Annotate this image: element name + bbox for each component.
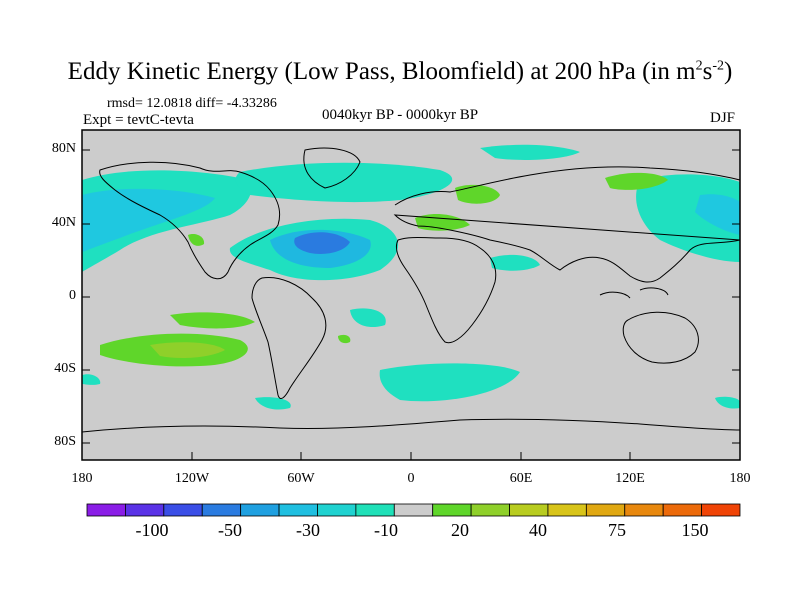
colorbar-box (125, 503, 165, 517)
field-south-atlantic-neg (350, 308, 386, 328)
colorbar-box (701, 503, 741, 517)
colorbar-box (163, 503, 203, 517)
colorbar-label-neg30: -30 (296, 520, 320, 540)
lat-tick-80n: 80N (51, 141, 76, 156)
colorbar-box (547, 503, 587, 517)
lon-tick-60w: 60W (287, 471, 315, 486)
coast-greenland (303, 147, 361, 189)
field-south-west-neg (82, 374, 101, 385)
field-south-atlantic-pos (338, 334, 351, 344)
colorbar-box (201, 503, 242, 517)
field-south-east-neg (715, 396, 740, 409)
chart-title: Eddy Kinetic Energy (Low Pass, Bloomfiel… (67, 58, 733, 85)
field-arctic-top (480, 144, 580, 160)
lon-tick-180e: 180 (729, 471, 751, 486)
lon-tick-120w: 120W (174, 471, 210, 486)
colorbar-box (86, 503, 126, 517)
coast-indonesia (599, 287, 669, 299)
coast-antarctica (81, 418, 741, 433)
field-arctic (235, 162, 453, 203)
field-west-pacific-core (695, 194, 740, 235)
colorbar-label-40: 40 (529, 520, 547, 540)
lat-tick-40s: 40S (54, 361, 76, 376)
colorbar-box (317, 503, 357, 517)
colorbar-label-20: 20 (451, 520, 469, 540)
stats-label: rmsd= 12.0818 diff= -4.33286 (107, 96, 277, 111)
colorbar-box (278, 503, 318, 517)
lon-tick-0: 0 (407, 471, 415, 486)
field-north-pacific-core (82, 188, 215, 252)
field-north-atlantic-core (294, 232, 350, 254)
colorbar-box (355, 503, 395, 517)
lat-tick-40n: 40N (51, 215, 76, 230)
period-label: 0040kyr BP - 0000kyr BP (322, 107, 479, 123)
colorbar-box (585, 503, 626, 517)
coast-north-america (99, 161, 281, 280)
colorbar-label-150: 150 (681, 520, 709, 540)
field-south-pac-neg (255, 397, 291, 410)
coast-australia (622, 311, 699, 364)
colorbar-box (240, 503, 280, 517)
colorbar-box (624, 503, 664, 517)
field-south-pacific-core (150, 342, 225, 358)
field-west-us-pos (188, 234, 205, 246)
season-label: DJF (710, 110, 736, 126)
field-east-africa-neg (490, 254, 540, 271)
coast-africa (395, 237, 497, 344)
colorbar-label-neg100: -100 (135, 520, 169, 540)
anomaly-fields (82, 144, 740, 410)
field-north-atlantic-pos (455, 184, 500, 204)
lat-tick-0: 0 (69, 288, 76, 303)
lon-tick-180w: 180 (71, 471, 93, 486)
colorbar-label-75: 75 (608, 520, 626, 540)
colorbar-box (432, 503, 472, 517)
field-south-indian-neg (379, 363, 520, 402)
colorbar-box (470, 503, 510, 517)
lon-tick-120e: 120E (615, 471, 645, 486)
field-south-pacific-2 (170, 312, 255, 329)
colorbar-box (662, 503, 702, 517)
coastlines (81, 147, 741, 433)
colorbar-label-neg10: -10 (374, 520, 398, 540)
lon-tick-60e: 60E (509, 471, 533, 486)
tick-marks (82, 149, 740, 460)
coast-eurasia (393, 166, 741, 283)
lat-tick-80s: 80S (54, 434, 76, 449)
colorbar-box (393, 503, 434, 517)
field-north-eur-pos (605, 172, 668, 190)
colorbar-label-neg50: -50 (218, 520, 242, 540)
coast-south-america (251, 276, 327, 399)
experiment-label: Expt = tevtC-tevta (83, 112, 194, 128)
colorbar-box (509, 503, 549, 517)
